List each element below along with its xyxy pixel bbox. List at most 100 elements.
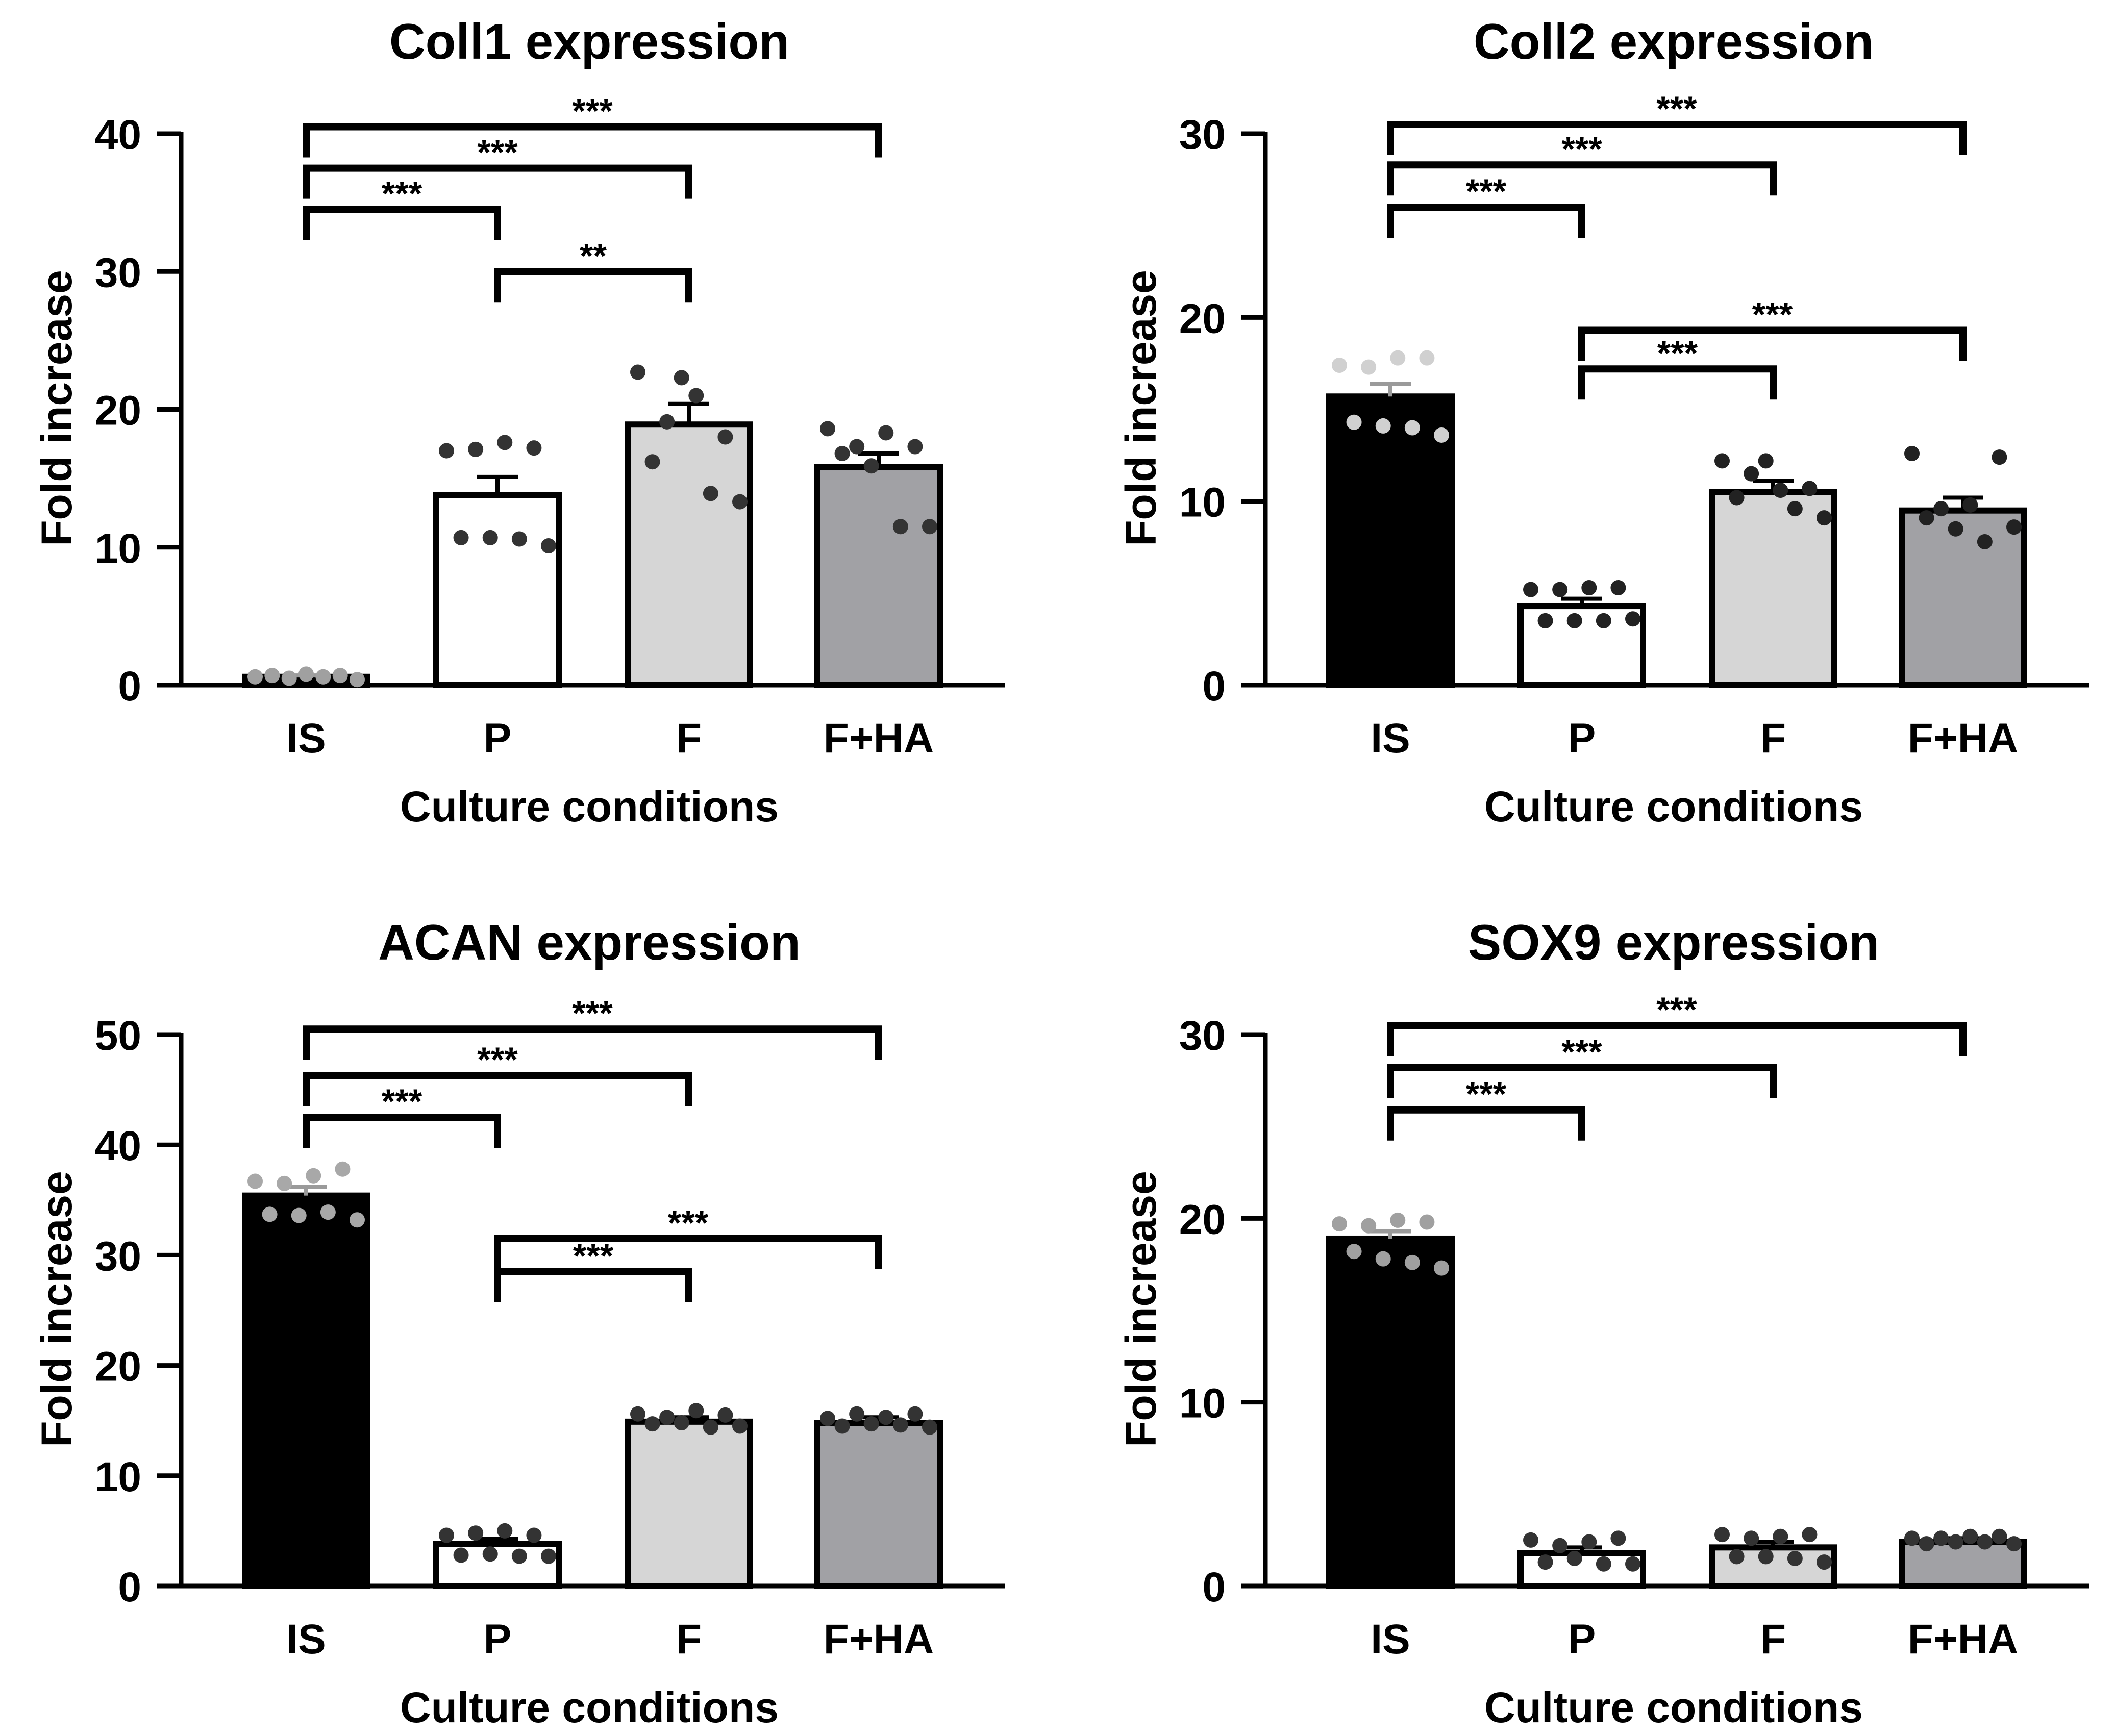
data-point: [1361, 359, 1377, 375]
data-point: [1419, 350, 1435, 366]
data-point: [306, 1168, 321, 1184]
data-point: [497, 1523, 513, 1539]
y-axis-label: Fold increase: [33, 1171, 81, 1447]
x-tick-label: F+HA: [1908, 715, 2018, 762]
significance-bracket: [1578, 326, 1967, 361]
y-tick-label: 0: [118, 1564, 141, 1611]
data-point: [1933, 501, 1949, 517]
data-point: [863, 458, 879, 474]
x-tick-label: F: [676, 715, 702, 762]
data-point: [1523, 582, 1538, 597]
data-point: [1962, 1528, 1978, 1544]
data-point: [468, 1525, 484, 1541]
data-point: [526, 440, 542, 456]
data-point: [1773, 483, 1788, 498]
data-point: [878, 1410, 894, 1425]
data-point: [1419, 1214, 1435, 1230]
x-tick-label: IS: [1371, 1616, 1410, 1663]
data-point: [439, 1527, 454, 1543]
significance-label: ***: [1466, 172, 1507, 211]
data-point: [439, 443, 454, 459]
data-point: [1625, 1556, 1640, 1572]
bar-is: [1326, 393, 1455, 688]
data-point: [1566, 1550, 1582, 1566]
data-point: [820, 1411, 835, 1426]
significance-label: ***: [1656, 89, 1697, 128]
data-point: [1566, 613, 1582, 628]
data-point: [630, 1406, 645, 1422]
data-point: [1758, 1549, 1774, 1565]
data-point: [1625, 611, 1640, 627]
data-point: [1933, 1530, 1949, 1546]
y-tick-label: 10: [95, 525, 141, 572]
significance-bracket: [1387, 204, 1585, 238]
bar-f-plus-ha: [814, 1420, 943, 1589]
data-point: [1596, 1556, 1611, 1572]
data-point: [659, 1410, 675, 1425]
data-point: [1434, 1260, 1449, 1276]
data-point: [1802, 1527, 1818, 1543]
bar-f: [1709, 489, 1837, 689]
data-point: [1948, 1534, 1963, 1550]
data-point: [849, 439, 865, 455]
significance-bracket: [303, 164, 692, 199]
data-point: [644, 454, 660, 470]
chart-panel-3: ACAN expression 0 10 20 30 40 50 IS P F F+HA Cultur…: [33, 914, 1005, 1731]
data-point: [320, 1204, 336, 1220]
significance-bracket: [1387, 1021, 1967, 1056]
significance-label: ***: [1752, 295, 1793, 334]
y-tick-label: 0: [1202, 1564, 1226, 1611]
data-point: [1581, 1534, 1597, 1550]
x-axis-label: Culture conditions: [400, 1683, 779, 1731]
x-axis-label: Culture conditions: [400, 783, 779, 831]
data-point: [717, 429, 733, 445]
significance-bracket: [303, 1071, 692, 1106]
data-point: [541, 1548, 556, 1564]
data-point: [659, 414, 675, 430]
data-point: [674, 370, 689, 386]
significance-bracket: [303, 123, 882, 158]
data-point: [688, 1403, 704, 1419]
x-tick-label: P: [484, 715, 512, 762]
significance-label: **: [580, 236, 607, 275]
data-point: [1552, 582, 1568, 597]
significance-label: ***: [1656, 990, 1697, 1029]
data-point: [834, 1418, 850, 1434]
chart-panel-4: SOX9 expression 0 10 20 30 IS P F F+HA Culture co…: [1117, 914, 2089, 1731]
data-point: [1346, 1244, 1362, 1260]
bar-f: [625, 421, 753, 688]
data-point: [834, 445, 850, 461]
bar-f-plus-ha: [1899, 507, 2027, 689]
data-point: [1773, 1528, 1788, 1544]
data-point: [1992, 449, 2007, 465]
bar-is: [1326, 1235, 1455, 1589]
y-tick-label: 30: [95, 249, 141, 296]
data-point: [453, 1547, 469, 1563]
data-point: [1523, 1532, 1538, 1548]
data-point: [849, 1406, 865, 1422]
significance-label: ***: [572, 91, 613, 130]
chart-title: SOX9 expression: [1468, 914, 1879, 970]
bar-p: [433, 1541, 562, 1589]
x-tick-label: P: [484, 1616, 512, 1663]
significance-bracket: [1387, 161, 1777, 196]
data-point: [878, 425, 894, 441]
data-point: [1596, 613, 1611, 628]
data-point: [1714, 453, 1730, 469]
data-point: [922, 519, 937, 535]
data-point: [892, 1417, 908, 1433]
data-point: [1610, 580, 1626, 596]
significance-label: ***: [572, 994, 613, 1033]
chart-title: ACAN expression: [378, 914, 801, 970]
significance-bracket: [303, 1114, 501, 1148]
data-point: [703, 486, 718, 501]
significance-bracket: [303, 1025, 882, 1060]
data-point: [2006, 1536, 2022, 1552]
y-tick-label: 30: [95, 1233, 141, 1279]
bar-f: [625, 1418, 753, 1589]
x-axis-label: Culture conditions: [1484, 1683, 1863, 1731]
data-point: [1537, 613, 1553, 628]
significance-label: ***: [1657, 334, 1698, 372]
data-point: [1375, 1251, 1391, 1267]
data-point: [350, 672, 365, 688]
